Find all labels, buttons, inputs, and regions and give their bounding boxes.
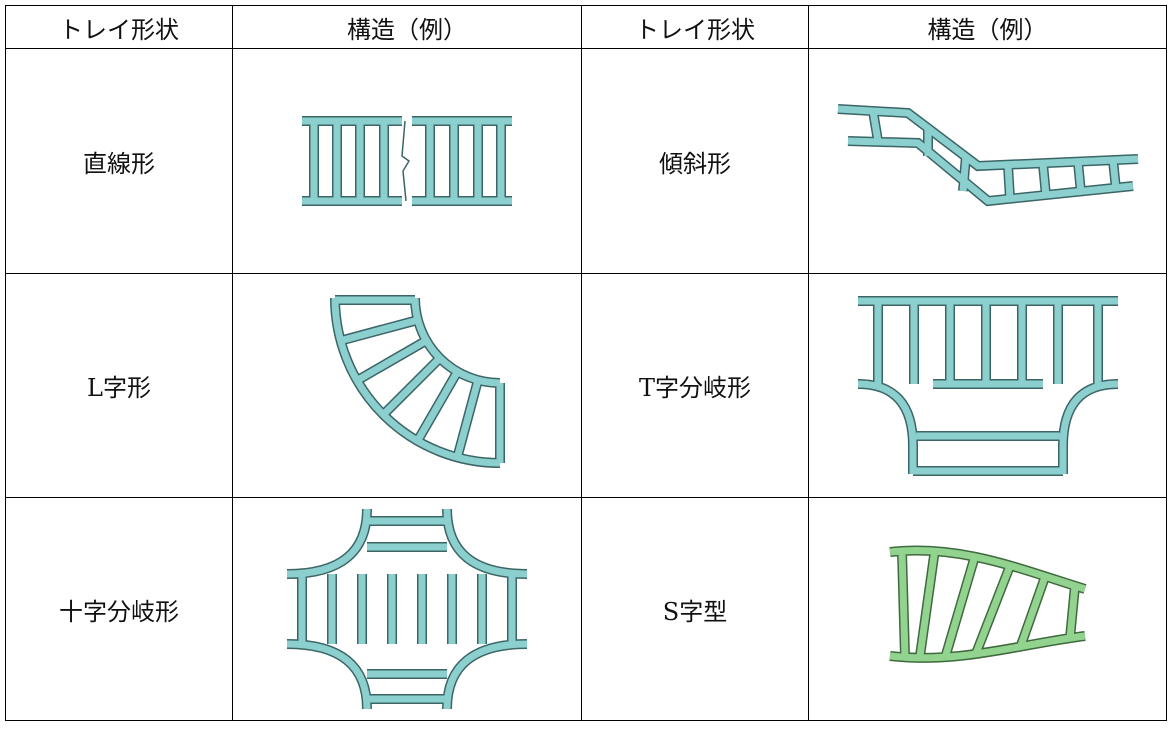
- break-mark: [401, 120, 410, 202]
- straight-tray-drawing: [302, 116, 512, 206]
- tray-rail: [286, 508, 528, 710]
- shape-name: 十字分岐形: [5, 497, 233, 721]
- header-cell: 構造（例）: [808, 5, 1167, 49]
- header-row: トレイ形状 構造（例） トレイ形状 構造（例）: [5, 5, 1167, 49]
- tray-rail: [837, 105, 1138, 205]
- t-branch-tray-drawing: [857, 295, 1118, 476]
- table-row: 十字分岐形 S字型: [5, 497, 1167, 721]
- structure-cell: [808, 497, 1167, 721]
- tray-rail: [889, 546, 1087, 662]
- structure-cell: [808, 48, 1167, 274]
- header-cell: 構造（例）: [232, 5, 582, 49]
- l-tray-drawing: [329, 295, 505, 468]
- header-cell: トレイ形状: [5, 5, 233, 49]
- tray-rail: [302, 117, 512, 205]
- table-row: 直線形 傾斜形: [5, 48, 1167, 274]
- shape-name: L字形: [5, 273, 233, 498]
- header-cell: トレイ形状: [581, 5, 809, 49]
- tray-rail: [331, 296, 503, 467]
- tray-rail: [857, 297, 1118, 474]
- shape-name: T字分岐形: [581, 273, 809, 498]
- cross-tray-drawing: [286, 508, 528, 710]
- table-row: L字形 T字分岐形: [5, 273, 1167, 498]
- tray-table: トレイ形状 構造（例） トレイ形状 構造（例） 直線形 傾斜形 L字形 T字分岐…: [5, 5, 1167, 721]
- structure-cell: [232, 273, 582, 498]
- s-shape-tray-drawing: [889, 545, 1087, 663]
- shape-name: S字型: [581, 497, 809, 721]
- structure-cell: [808, 273, 1167, 498]
- structure-cell: [232, 497, 582, 721]
- shape-name: 直線形: [5, 48, 233, 274]
- tray-outline: [286, 508, 528, 710]
- shape-name: 傾斜形: [581, 48, 809, 274]
- structure-cell: [232, 48, 582, 274]
- inclined-tray-drawing: [837, 104, 1138, 207]
